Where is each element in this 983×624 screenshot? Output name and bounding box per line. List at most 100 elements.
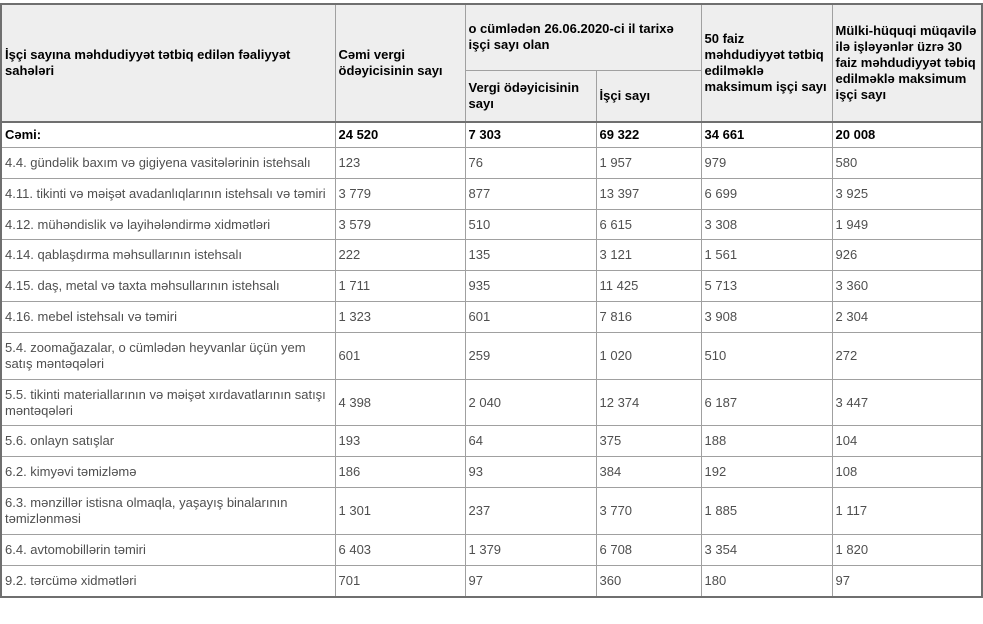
value-cell: 192: [700, 456, 833, 489]
table-row: 6.2. kimyəvi təmizləmə 186 93 384 192 108: [0, 456, 983, 489]
activity-label-cell: 6.3. mənzillər istisna olmaqla, yaşayış …: [0, 487, 336, 535]
value-cell: 1 820: [831, 533, 983, 566]
table-header: İşçi sayına məhdudiyyət tətbiq edilən fə…: [0, 3, 983, 123]
value-cell: 188: [700, 425, 833, 458]
value-cell: 601: [464, 301, 597, 334]
value-cell: 1 711: [334, 270, 466, 303]
value-cell: 580: [831, 146, 983, 179]
value-cell: 6 187: [700, 378, 833, 427]
header-activity: İşçi sayına məhdudiyyət tətbiq edilən fə…: [0, 3, 336, 123]
activity-label-cell: 6.4. avtomobillərin təmiri: [0, 533, 336, 566]
page-content: İşçi sayına məhdudiyyət tətbiq edilən fə…: [0, 3, 983, 598]
value-cell: 4 398: [334, 378, 466, 427]
table-row: 4.14. qablaşdırma məhsullarının istehsal…: [0, 239, 983, 272]
header-max-50: 50 faiz məhdudiyyət tətbiq edilməklə mak…: [700, 3, 833, 123]
value-cell: 3 579: [334, 208, 466, 241]
header-worker-count: İşçi sayı: [595, 69, 702, 123]
activity-label-cell: 4.4. gündəlik baxım və gigiyena vasitələ…: [0, 146, 336, 179]
table-row: 6.4. avtomobillərin təmiri 6 403 1 379 6 70…: [0, 533, 983, 566]
worker-limit-table: İşçi sayına məhdudiyyət tətbiq edilən fə…: [0, 3, 983, 598]
value-cell: 6 708: [595, 533, 702, 566]
table-row: 5.5. tikinti materiallarının və məişət x…: [0, 378, 983, 427]
activity-label-cell: 4.14. qablaşdırma məhsullarının istehsal…: [0, 239, 336, 272]
header-taxpayers-count: Vergi ödəyicisinin sayı: [464, 69, 597, 123]
value-cell: 3 779: [334, 177, 466, 210]
table-row: 4.15. daş, metal və taxta məhsullarının …: [0, 270, 983, 303]
value-cell: 3 354: [700, 533, 833, 566]
total-value-cell: 69 322: [595, 121, 702, 148]
value-cell: 1 885: [700, 487, 833, 535]
total-value-cell: 24 520: [334, 121, 466, 148]
activity-label-cell: 5.5. tikinti materiallarının və məişət x…: [0, 378, 336, 427]
value-cell: 3 908: [700, 301, 833, 334]
activity-label-cell: 9.2. tərcümə xidmətləri: [0, 564, 336, 598]
value-cell: 180: [700, 564, 833, 598]
value-cell: 11 425: [595, 270, 702, 303]
value-cell: 97: [831, 564, 983, 598]
value-cell: 375: [595, 425, 702, 458]
value-cell: 186: [334, 456, 466, 489]
total-label-cell: Cəmi:: [0, 121, 336, 148]
value-cell: 701: [334, 564, 466, 598]
activity-label-cell: 5.6. onlayn satışlar: [0, 425, 336, 458]
table-row: 4.16. mebel istehsalı və təmiri 1 323 601 7…: [0, 301, 983, 334]
value-cell: 3 308: [700, 208, 833, 241]
value-cell: 2 040: [464, 378, 597, 427]
total-row: Cəmi: 24 520 7 303 69 322 34 661 20 008: [0, 121, 983, 148]
value-cell: 222: [334, 239, 466, 272]
value-cell: 360: [595, 564, 702, 598]
value-cell: 510: [700, 332, 833, 380]
value-cell: 6 699: [700, 177, 833, 210]
value-cell: 5 713: [700, 270, 833, 303]
value-cell: 97: [464, 564, 597, 598]
table-row: 4.12. mühəndislik və layihələndirmə xidm…: [0, 208, 983, 241]
value-cell: 272: [831, 332, 983, 380]
header-max-30: Mülki-hüquqi müqavilə ilə işləyənlər üzr…: [831, 3, 983, 123]
value-cell: 3 121: [595, 239, 702, 272]
value-cell: 93: [464, 456, 597, 489]
table-body: Cəmi: 24 520 7 303 69 322 34 661 20 008 …: [0, 121, 983, 598]
value-cell: 3 925: [831, 177, 983, 210]
value-cell: 193: [334, 425, 466, 458]
value-cell: 1 379: [464, 533, 597, 566]
value-cell: 123: [334, 146, 466, 179]
value-cell: 3 360: [831, 270, 983, 303]
table-row: 4.4. gündəlik baxım və gigiyena vasitələ…: [0, 146, 983, 179]
value-cell: 76: [464, 146, 597, 179]
value-cell: 2 304: [831, 301, 983, 334]
value-cell: 3 770: [595, 487, 702, 535]
activity-label-cell: 4.16. mebel istehsalı və təmiri: [0, 301, 336, 334]
activity-label-cell: 4.12. mühəndislik və layihələndirmə xidm…: [0, 208, 336, 241]
total-value-cell: 20 008: [831, 121, 983, 148]
value-cell: 979: [700, 146, 833, 179]
activity-label-cell: 4.11. tikinti və məişət avadanlıqlarının…: [0, 177, 336, 210]
value-cell: 1 949: [831, 208, 983, 241]
table-row: 4.11. tikinti və məişət avadanlıqlarının…: [0, 177, 983, 210]
value-cell: 6 403: [334, 533, 466, 566]
total-value-cell: 7 303: [464, 121, 597, 148]
value-cell: 64: [464, 425, 597, 458]
value-cell: 1 301: [334, 487, 466, 535]
header-row-sub: Vergi ödəyicisinin sayı İşçi sayı: [1, 69, 982, 123]
value-cell: 6 615: [595, 208, 702, 241]
value-cell: 12 374: [595, 378, 702, 427]
value-cell: 1 117: [831, 487, 983, 535]
value-cell: 3 447: [831, 378, 983, 427]
table-row: 6.3. mənzillər istisna olmaqla, yaşayış …: [0, 487, 983, 535]
value-cell: 1 957: [595, 146, 702, 179]
value-cell: 877: [464, 177, 597, 210]
value-cell: 108: [831, 456, 983, 489]
activity-label-cell: 6.2. kimyəvi təmizləmə: [0, 456, 336, 489]
header-row-top: İşçi sayına məhdudiyyət tətbiq edilən fə…: [0, 3, 983, 123]
value-cell: 259: [464, 332, 597, 380]
table-row: 9.2. tərcümə xidmətləri 701 97 360 180 97: [0, 564, 983, 598]
value-cell: 237: [464, 487, 597, 535]
activity-label-cell: 4.15. daş, metal və taxta məhsullarının …: [0, 270, 336, 303]
value-cell: 601: [334, 332, 466, 380]
value-cell: 935: [464, 270, 597, 303]
value-cell: 1 323: [334, 301, 466, 334]
activity-label-cell: 5.4. zoomağazalar, o cümlədən heyvanlar …: [0, 332, 336, 380]
table-row: 5.4. zoomağazalar, o cümlədən heyvanlar …: [0, 332, 983, 380]
value-cell: 104: [831, 425, 983, 458]
table-row: 5.6. onlayn satışlar 193 64 375 188 104: [0, 425, 983, 458]
